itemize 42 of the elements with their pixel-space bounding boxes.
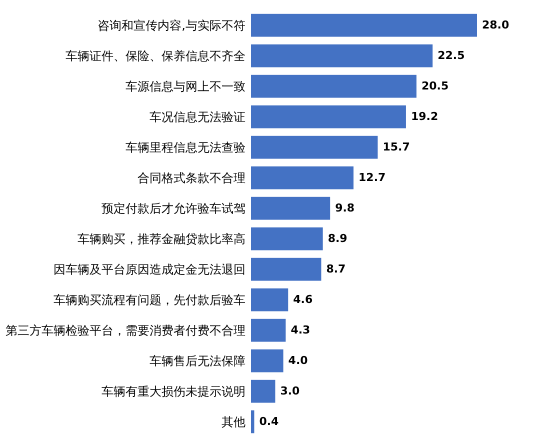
bar <box>251 258 322 281</box>
bar <box>251 14 477 37</box>
y-tick-label: 车辆证件、保险、保养信息不齐全 <box>66 48 246 63</box>
y-tick-label: 预定付款后才允许验车试驾 <box>102 201 246 216</box>
y-tick-label: 因车辆及平台原因造成定金无法退回 <box>54 262 246 276</box>
bar <box>251 44 433 68</box>
data-label: 15.7 <box>382 140 410 154</box>
data-label: 4.3 <box>290 323 310 336</box>
y-tick-label: 合同格式条款不合理 <box>138 170 246 185</box>
data-label: 8.9 <box>328 232 348 245</box>
y-tick-label: 车辆有重大损伤未提示说明 <box>102 384 246 398</box>
y-tick-label: 车况信息无法验证 <box>150 110 246 124</box>
data-label: 22.5 <box>438 48 465 62</box>
bar <box>251 349 284 372</box>
bar <box>251 74 416 98</box>
bar <box>251 410 254 434</box>
y-tick-label: 车辆售后无法保障 <box>150 354 246 368</box>
data-label: 4.0 <box>288 354 308 367</box>
bar <box>251 227 323 250</box>
bar <box>251 105 406 128</box>
bar <box>251 318 286 342</box>
data-label: 8.7 <box>326 262 346 276</box>
bar <box>251 166 354 190</box>
bar <box>251 136 378 159</box>
y-tick-label: 车辆里程信息无法查验 <box>126 140 246 154</box>
y-tick-label: 第三方车辆检验平台，需要消费者付费不合理 <box>6 323 246 338</box>
y-tick-label: 车辆购买，推荐金融贷款比率高 <box>78 232 246 246</box>
data-label: 4.6 <box>293 292 313 306</box>
y-tick-label: 咨询和宣传内容,与实际不符 <box>98 18 246 32</box>
data-label: 12.7 <box>358 170 386 184</box>
data-label: 28.0 <box>482 18 510 32</box>
data-label: 9.8 <box>335 201 355 214</box>
bar <box>251 380 276 403</box>
y-tick-label: 车源信息与网上不一致 <box>126 79 246 94</box>
data-label: 20.5 <box>421 79 449 92</box>
y-tick-label: 车辆购买流程有问题，先付款后验车 <box>54 292 246 307</box>
data-label: 19.2 <box>410 110 438 123</box>
data-label: 3.0 <box>280 384 300 398</box>
bar <box>251 288 288 312</box>
y-tick-label: 其他 <box>222 414 246 429</box>
bar <box>251 196 330 220</box>
data-label: 0.4 <box>259 414 280 428</box>
